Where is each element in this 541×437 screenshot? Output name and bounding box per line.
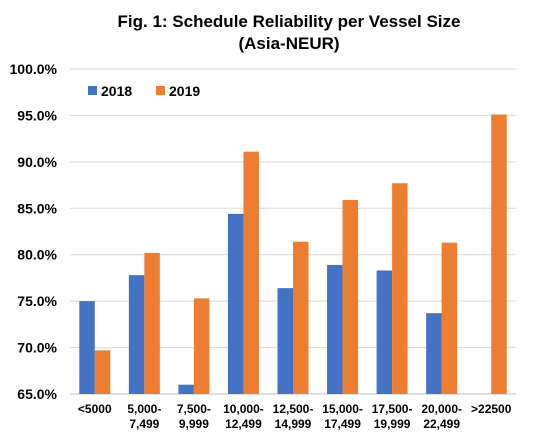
- bar-2019: [441, 242, 458, 394]
- x-tick-label: 20,000-: [421, 402, 462, 416]
- x-tick-label: 9,999: [179, 417, 209, 431]
- legend: 2018 2019: [88, 83, 200, 99]
- bars: [79, 114, 507, 394]
- y-tick-label: 65.0%: [17, 386, 57, 402]
- bar-2019: [293, 241, 309, 394]
- chart-subtitle: (Asia-NEUR): [238, 34, 339, 53]
- x-tick-label: 15,000-: [322, 402, 363, 416]
- bar-2019: [193, 298, 210, 394]
- x-tick-label: 7,500-: [177, 402, 211, 416]
- x-tick-label: 22,499: [423, 417, 460, 431]
- x-tick-label: 5,000-: [127, 402, 161, 416]
- y-tick-label: 70.0%: [17, 340, 57, 356]
- bar-2018: [327, 264, 343, 394]
- y-tick-label: 80.0%: [17, 247, 57, 263]
- bar-2019: [94, 350, 111, 394]
- y-tick-label: 85.0%: [17, 200, 57, 216]
- bar-2019: [144, 252, 160, 394]
- x-tick-label: 17,500-: [372, 402, 413, 416]
- x-tick-label: 17,499: [324, 417, 361, 431]
- x-tick-label: 7,499: [129, 417, 159, 431]
- x-tick-label: >22500: [471, 402, 512, 416]
- legend-label-2018: 2018: [101, 83, 132, 99]
- bar-2018: [178, 384, 194, 394]
- x-tick-label: 14,999: [275, 417, 312, 431]
- x-axis-ticks: <5000 5,000-7,499 7,500-9,999 10,000-12,499…: [78, 402, 512, 431]
- x-tick-label: 12,499: [225, 417, 262, 431]
- bar-2019: [342, 199, 359, 394]
- bar-2018: [277, 288, 293, 394]
- y-tick-label: 75.0%: [17, 293, 57, 309]
- bar-2019: [392, 183, 408, 394]
- bar-2019: [243, 151, 259, 394]
- x-tick-label: 19,999: [374, 417, 411, 431]
- x-tick-label: 12,500-: [273, 402, 314, 416]
- y-axis-ticks: 65.0% 70.0% 75.0% 80.0% 85.0% 90.0% 95.0% 100.0…: [10, 61, 58, 402]
- bar-2018: [426, 313, 442, 394]
- bar-2018: [376, 270, 393, 394]
- legend-label-2019: 2019: [169, 83, 200, 99]
- x-tick-label: <5000: [78, 402, 112, 416]
- bar-2018: [79, 301, 95, 394]
- y-tick-label: 100.0%: [10, 61, 58, 77]
- y-tick-label: 90.0%: [17, 154, 57, 170]
- legend-swatch-2019: [156, 86, 165, 95]
- bar-2018: [128, 275, 145, 394]
- bar-2018: [227, 213, 244, 394]
- legend-swatch-2018: [88, 86, 97, 95]
- bar-2019: [491, 114, 507, 394]
- x-tick-label: 10,000-: [223, 402, 264, 416]
- y-tick-label: 95.0%: [17, 107, 57, 123]
- chart-title: Fig. 1: Schedule Reliability per Vessel …: [118, 12, 461, 31]
